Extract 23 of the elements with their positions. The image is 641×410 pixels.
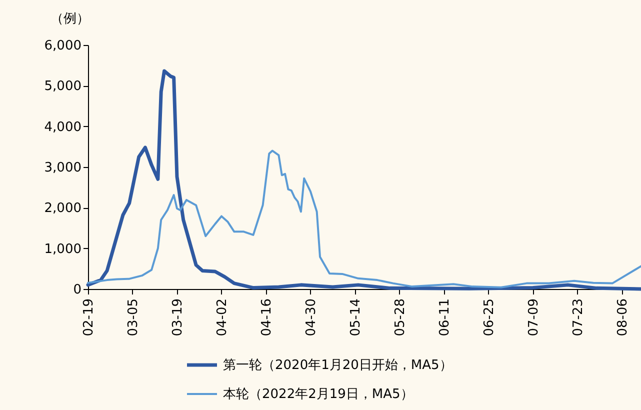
y-tick-label: 4,000 (44, 120, 82, 135)
y-tick-label: 3,000 (44, 160, 82, 176)
x-tick-label: 02-19 (82, 298, 96, 336)
y-tick-label: 6,000 (44, 38, 82, 54)
legend-label: 第一轮（2020年1月20日开始，MA5） (223, 358, 452, 373)
x-tick-label: 04-02 (214, 298, 230, 336)
x-tick-label: 07-09 (526, 298, 542, 336)
x-tick-label: 04-30 (304, 298, 319, 336)
x-tick-label: 04-16 (259, 298, 274, 336)
x-tick-label: 08-06 (615, 298, 630, 336)
x-tick-label: 03-19 (170, 298, 186, 336)
y-tick-label: 1,000 (44, 242, 82, 257)
y-tick-label: 2,000 (44, 201, 82, 216)
x-tick-label: 05-28 (392, 298, 408, 336)
x-tick-label: 05-14 (348, 298, 364, 336)
x-tick-label: 03-05 (126, 298, 141, 336)
legend-label: 本轮（2022年2月19日，MA5） (223, 387, 414, 402)
x-tick-label: 06-11 (437, 298, 452, 336)
y-axis-title: （例） (50, 12, 90, 26)
y-tick-label: 0 (73, 282, 82, 298)
x-tick-label: 07-23 (570, 298, 586, 336)
y-tick-label: 5,000 (44, 79, 82, 94)
x-tick-label: 06-25 (482, 298, 497, 336)
